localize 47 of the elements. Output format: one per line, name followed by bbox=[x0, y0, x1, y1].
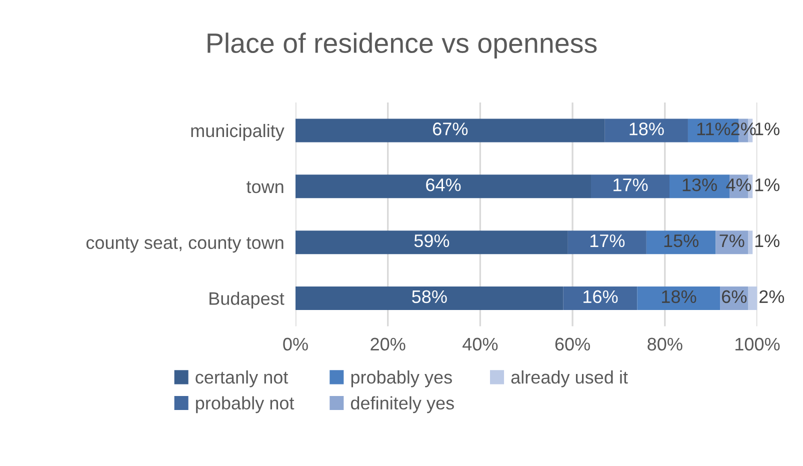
legend-label: definitely yes bbox=[350, 396, 454, 414]
data-label: 64% bbox=[426, 178, 461, 192]
data-label: 67% bbox=[433, 122, 468, 136]
bar bbox=[563, 286, 638, 310]
bar bbox=[296, 118, 605, 142]
bar bbox=[646, 230, 716, 254]
data-label: 16% bbox=[584, 290, 618, 304]
x-tick-label: 40% bbox=[462, 338, 498, 351]
x-tick-label: 80% bbox=[648, 338, 682, 351]
data-label: 1% bbox=[755, 122, 780, 136]
bar bbox=[637, 286, 720, 310]
data-label: 18% bbox=[630, 122, 664, 136]
legend-label: certanly not bbox=[196, 370, 288, 388]
x-tick-label: 100% bbox=[736, 338, 780, 351]
data-label: 1% bbox=[755, 178, 780, 192]
data-label: 7% bbox=[720, 234, 744, 248]
x-tick-label: 60% bbox=[555, 338, 590, 351]
bar bbox=[748, 286, 758, 310]
data-label: 2% bbox=[760, 290, 784, 304]
bar bbox=[568, 230, 646, 254]
x-tick-label: 0% bbox=[283, 338, 308, 351]
legend-label: probably yes bbox=[351, 370, 452, 388]
data-label: 18% bbox=[662, 290, 696, 304]
legend-label: probably not bbox=[196, 396, 294, 414]
bar bbox=[748, 230, 753, 254]
data-label: 13% bbox=[682, 178, 717, 192]
bar bbox=[604, 118, 688, 142]
data-label: 17% bbox=[614, 178, 648, 192]
data-label: 1% bbox=[755, 234, 780, 248]
data-label: 6% bbox=[722, 290, 747, 304]
y-tick-label: municipality bbox=[191, 124, 284, 141]
data-label: 4% bbox=[726, 178, 752, 192]
data-label: 11% bbox=[697, 122, 730, 136]
chart-title: Place of residence vs openness bbox=[208, 32, 597, 59]
bar bbox=[296, 174, 592, 198]
legend-label: already used it bbox=[511, 370, 628, 388]
bar bbox=[296, 230, 568, 254]
y-tick-label: town bbox=[246, 181, 284, 194]
data-label: 59% bbox=[414, 234, 450, 248]
data-label: 17% bbox=[590, 234, 625, 248]
data-label: 15% bbox=[664, 234, 698, 248]
bar bbox=[591, 174, 670, 198]
x-tick-label: 20% bbox=[370, 338, 406, 351]
bar bbox=[296, 286, 564, 310]
data-label: 58% bbox=[412, 290, 447, 304]
y-tick-label: county seat, county town bbox=[86, 237, 284, 253]
y-tick-label: Budapest bbox=[210, 292, 284, 309]
